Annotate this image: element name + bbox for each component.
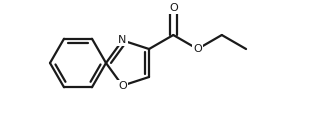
Text: O: O	[193, 44, 202, 54]
Text: O: O	[118, 81, 127, 91]
Text: N: N	[118, 35, 127, 45]
Text: O: O	[169, 3, 178, 13]
